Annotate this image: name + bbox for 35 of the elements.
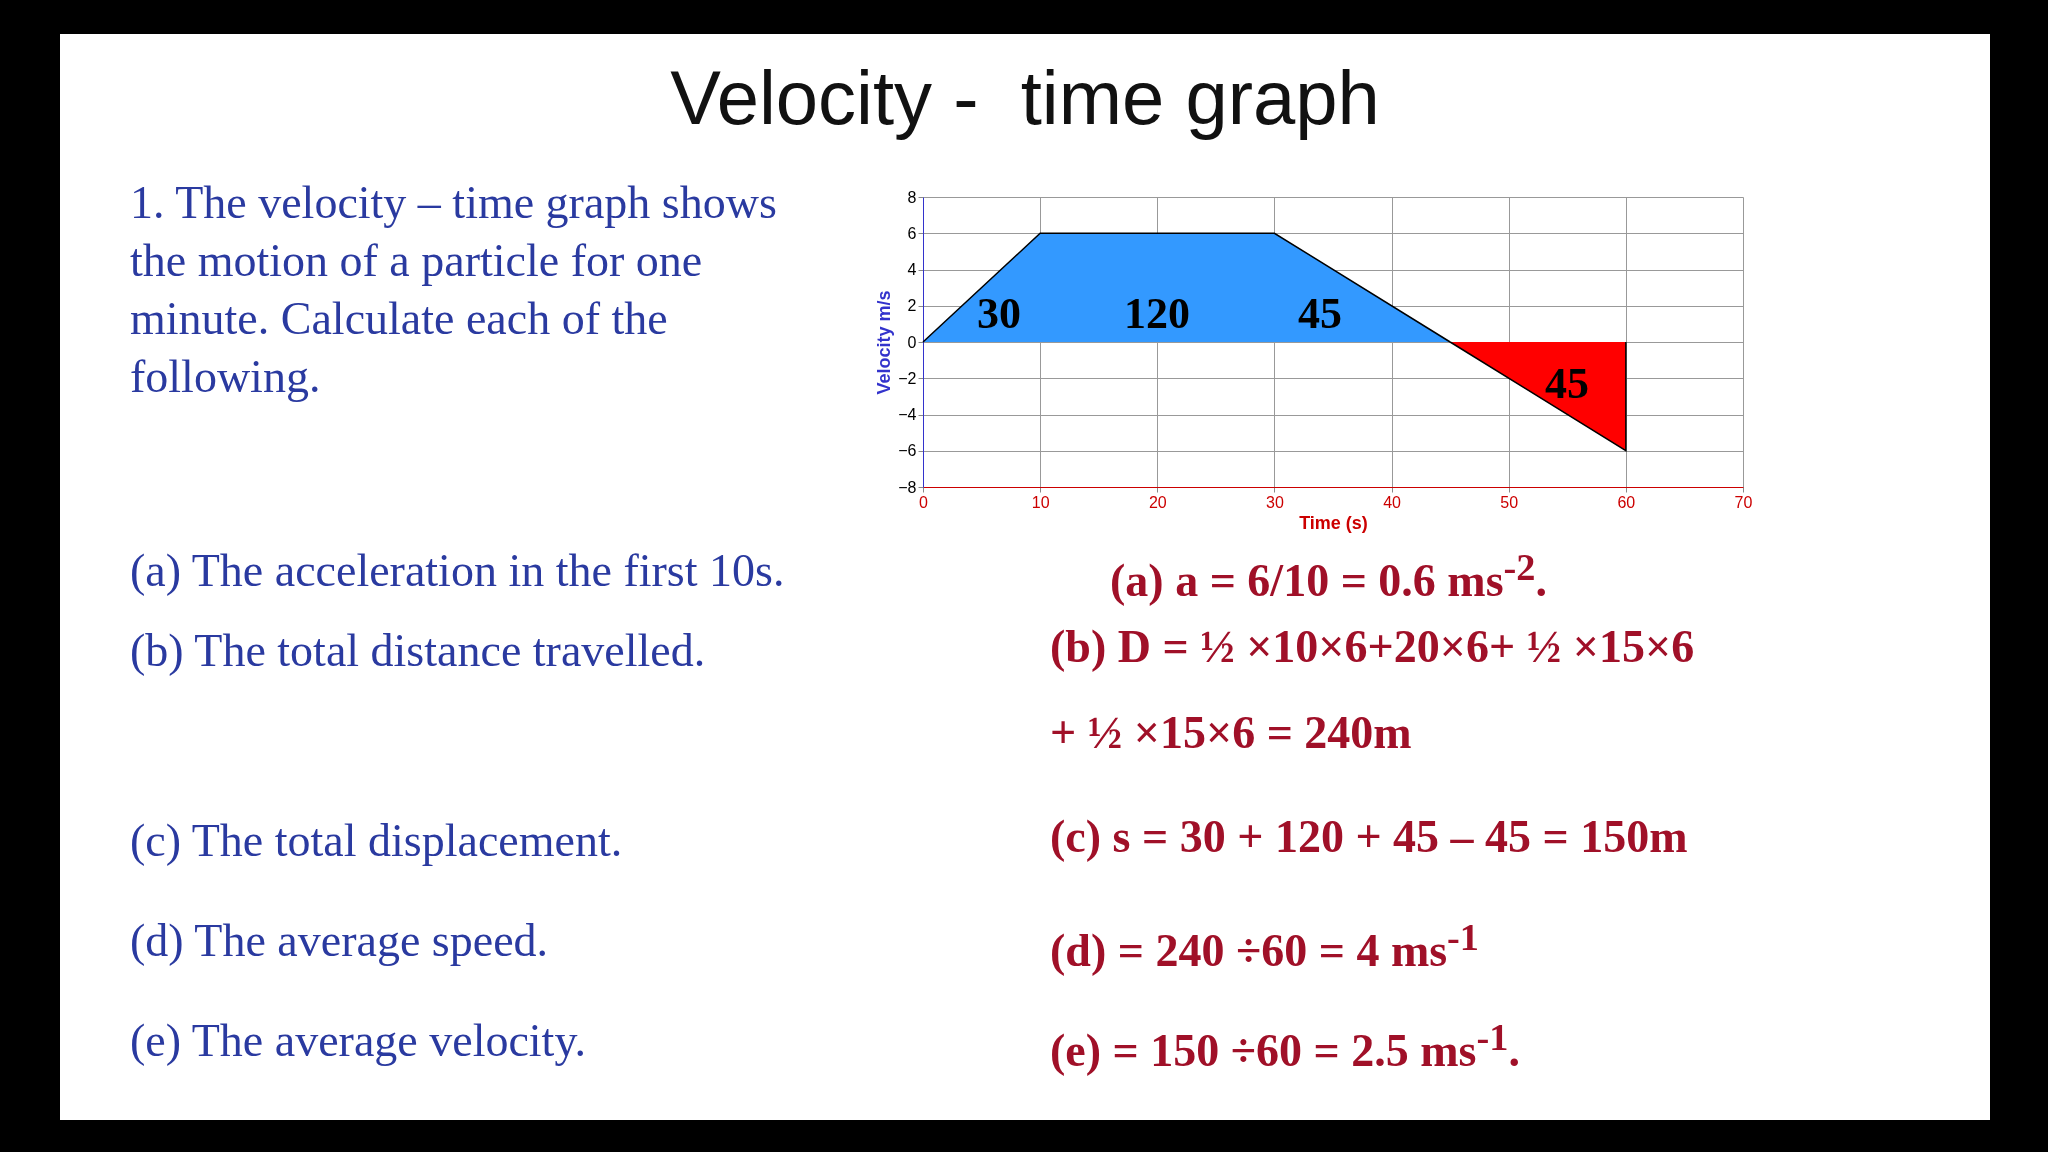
y-tick-label: 4	[907, 261, 917, 278]
text: (a) The acceleration in the first 10s.	[130, 544, 786, 597]
text: 1. The velocity – time graph shows the motion of a particle for one minute. Calculate each of the following.	[130, 176, 778, 404]
text: (e) = 150 ÷60 = 2.5 ms$^{-1}$.	[1050, 1015, 1521, 1079]
x-tick-label: 10	[1031, 493, 1050, 511]
y-tick-label: 2	[907, 297, 917, 315]
y-axis-title: Velocity m/s	[874, 290, 895, 395]
y-tick-label: −6	[898, 442, 917, 460]
annotation: 30	[977, 287, 1021, 339]
text: (d) The average speed.	[130, 915, 549, 966]
x-tick-label: 70	[1734, 493, 1753, 511]
annotation: 45	[1545, 357, 1589, 409]
annotation: 45	[1298, 287, 1342, 339]
text: (e) The average velocity.	[130, 1015, 586, 1066]
x-axis-title: Time (s)	[1299, 512, 1368, 533]
y-tick-label: 6	[907, 224, 917, 242]
text: (b) The total distance travelled.	[130, 625, 706, 676]
annotation: 120	[1124, 287, 1190, 339]
text: (c) The total displacement.	[130, 815, 623, 866]
y-tick-label: −4	[898, 406, 917, 423]
y-tick-label: −2	[898, 369, 917, 387]
x-tick-label: 40	[1383, 493, 1402, 511]
y-tick-label: 0	[907, 333, 917, 351]
chart-title: Velocity - time graph	[669, 54, 1381, 141]
x-tick-label: 0	[919, 493, 929, 511]
x-tick-label: 60	[1617, 493, 1636, 511]
x-tick-label: 30	[1266, 493, 1284, 511]
text: (c) s = 30 + 120 + 45 – 45 = 150m	[1050, 810, 1689, 864]
x-tick-label: 20	[1148, 493, 1167, 511]
y-tick-label: −8	[898, 478, 917, 496]
text: (b) D = ½ ×10×6+20×6+ ½ ×15×6 + ½ ×15×6 = 240m	[1050, 621, 1695, 758]
text: (d) = 240 ÷60 = 4 ms$^{-1}$	[1050, 915, 1481, 979]
text: (a) a = 6/10 = 0.6 ms$^{-2}$.	[1110, 546, 1547, 607]
y-tick-label: 8	[907, 188, 917, 206]
x-tick-label: 50	[1500, 493, 1519, 511]
